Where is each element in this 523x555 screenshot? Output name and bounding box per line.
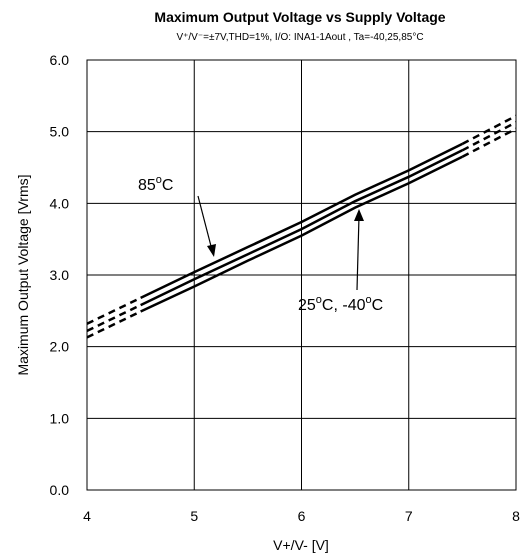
- grid: [86, 59, 517, 491]
- y-tick-label-6: 6.0: [50, 52, 70, 68]
- series-line-0: [140, 142, 463, 300]
- y-tick-label-3: 3.0: [50, 267, 70, 283]
- x-axis-label: V+/V- [V]: [273, 537, 329, 553]
- annotation-25c-degree: o: [316, 294, 322, 306]
- annotation-85c-degree: o: [156, 174, 162, 186]
- arrow-85c: [197, 195, 216, 257]
- annotation-85c-value: 85: [138, 177, 156, 194]
- annotation-40c-unit: C: [372, 297, 384, 314]
- series-2: [86, 127, 517, 339]
- annotation-25c-unit: C,: [322, 297, 342, 314]
- x-tick-label-1: 5: [190, 508, 198, 524]
- series-0: [86, 114, 517, 325]
- annotation-25c-value: 25: [298, 297, 316, 314]
- series-extrapolation-left-2: [86, 310, 142, 339]
- series-extrapolation-right-0: [461, 114, 517, 145]
- annotation-25c-40c: 25oC, -40oC: [298, 294, 383, 314]
- x-tick-label-2: 6: [298, 508, 306, 524]
- series-line-2: [140, 155, 463, 313]
- plot-frame: [86, 59, 517, 491]
- series-line-1: [140, 149, 463, 307]
- annotation-40c-value: -40: [342, 297, 365, 314]
- y-tick-label-5: 5.0: [50, 124, 70, 140]
- series-extrapolation-right-1: [461, 121, 517, 152]
- x-tick-label-4: 8: [512, 508, 520, 524]
- y-tick-label-4: 4.0: [50, 195, 70, 211]
- series-layer: [86, 114, 517, 339]
- chart-title: Maximum Output Voltage vs Supply Voltage: [154, 9, 445, 25]
- y-tick-label-2: 2.0: [50, 339, 70, 355]
- y-tick-label-1: 1.0: [50, 410, 70, 426]
- arrow-25c-40c: [354, 209, 364, 291]
- x-tick-label-3: 7: [405, 508, 413, 524]
- chart-subtitle: V⁺/V⁻=±7V,THD=1%, I/O: INA1-1Aout , Ta=-…: [176, 32, 423, 43]
- series-1: [86, 121, 517, 333]
- series-extrapolation-right-2: [461, 127, 517, 158]
- series-extrapolation-left-1: [86, 303, 142, 333]
- y-axis-label: Maximum Output Voltage [Vrms]: [15, 175, 31, 376]
- x-tick-label-0: 4: [83, 508, 91, 524]
- y-tick-label-0: 0.0: [50, 482, 70, 498]
- series-extrapolation-left-0: [86, 296, 142, 325]
- annotation-85c-unit: C: [162, 177, 174, 194]
- annotation-85c: 85oC: [138, 174, 173, 194]
- tick-labels: 4 5 6 7 8 0.0 1.0 2.0 3.0 4.0 5.0 6.0: [50, 52, 521, 524]
- annotation-40c-degree: o: [366, 294, 372, 306]
